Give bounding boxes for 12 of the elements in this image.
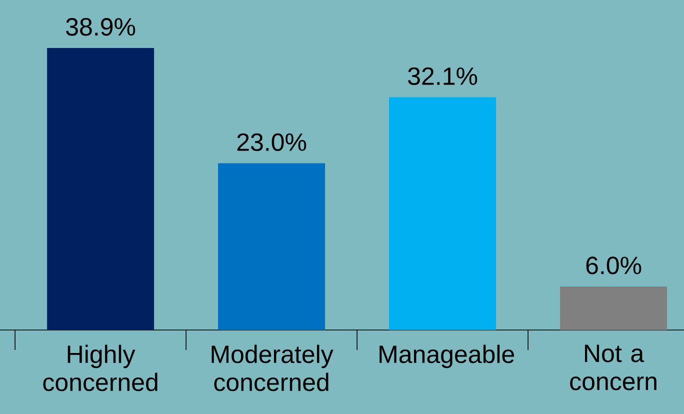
data-label: 6.0% <box>586 256 642 274</box>
data-label: 38.9% <box>66 18 136 36</box>
x-tick-label: Not a concern <box>570 344 656 390</box>
x-tick-label: Moderately concerned <box>212 344 334 392</box>
data-label: 32.1% <box>408 67 478 86</box>
data-label: 23.0% <box>237 133 306 152</box>
bar <box>389 97 496 330</box>
x-tick-label: Highly concerned <box>43 344 158 392</box>
bar <box>47 48 154 330</box>
x-tick-label: Manageable <box>380 344 514 368</box>
bar <box>560 286 668 330</box>
bar <box>218 163 326 330</box>
